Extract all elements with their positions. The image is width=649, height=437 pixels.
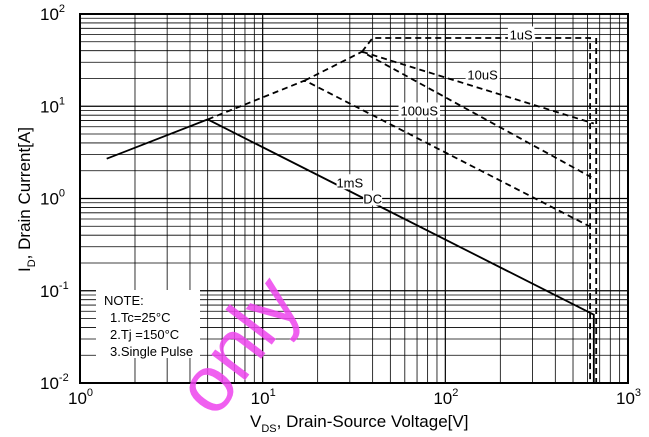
x-tick-exp: 1 [270,387,276,399]
note-line: 1.Tc=25°C [110,310,170,325]
series-line-1us [361,37,591,383]
y-tick-label: 101 [40,95,65,116]
note-line: 3.Single Pulse [110,344,193,359]
series-line-10us [361,50,595,125]
y-tick-label: 10-2 [40,372,69,393]
x-tick-base: 10 [68,389,87,408]
x-tick-exp: 0 [87,387,93,399]
y-tick-label: 100 [40,188,65,209]
curve-label-bg [398,102,441,118]
y-tick-exp: 0 [59,188,65,200]
x-axis-title-main: V [250,412,262,431]
y-tick-base: 10 [40,97,59,116]
x-axis-title-sub: DS [261,423,276,435]
y-tick-exp: 1 [59,95,65,107]
x-tick-base: 10 [433,389,452,408]
series-line-dc [106,118,595,383]
x-tick-labels: 100 101 102 103 [68,387,641,408]
series-line-100us [304,50,592,178]
x-tick-label: 103 [616,387,641,408]
curve-label-bg [507,26,535,42]
y-tick-label: 102 [40,3,65,24]
y-axis-title: ID, Drain Current[A] [15,127,38,272]
x-tick-base: 10 [251,389,270,408]
y-tick-exp: 2 [59,3,65,15]
x-tick-label: 102 [433,387,458,408]
y-axis-title-main: I [15,267,34,272]
y-tick-base: 10 [40,5,59,24]
y-tick-base: 10 [40,190,59,209]
note-line: NOTE: [104,293,144,308]
curve-label-bg [465,66,500,82]
curve-label-100us: 100uS [400,103,438,118]
x-tick-base: 10 [616,389,635,408]
x-tick-exp: 2 [452,387,458,399]
curve-label-bg [336,174,364,190]
curve-label-1ms: 1mS [336,175,363,190]
y-tick-label: 10-1 [40,280,69,301]
plot-frame [79,13,629,384]
note-box: NOTE: 1.Tc=25°C 2.Tj =150°C 3.Single Pulse [96,290,200,359]
curve-label-10us: 10uS [467,68,498,83]
curve-label-dc: DC [363,192,382,207]
curve-label-1us: 1uS [510,27,533,42]
y-tick-base: 10 [40,282,59,301]
curve-label-bg [363,190,383,206]
watermark: only [157,259,316,430]
x-tick-label: 101 [251,387,276,408]
x-tick-exp: 3 [635,387,641,399]
x-axis-title-rest: , Drain-Source Voltage[V] [277,412,469,431]
x-axis-title: VDS, Drain-Source Voltage[V] [250,412,468,435]
series-lines [106,37,598,383]
x-tick-label: 100 [68,387,93,408]
note-bg [96,290,200,358]
y-tick-exp: -2 [59,372,69,384]
y-axis-title-sub: D [26,259,38,267]
y-tick-base: 10 [40,374,59,393]
y-tick-exp: -1 [59,280,69,292]
note-line: 2.Tj =150°C [110,327,179,342]
y-axis-title-rest: , Drain Current[A] [15,127,34,259]
grid [80,14,628,383]
